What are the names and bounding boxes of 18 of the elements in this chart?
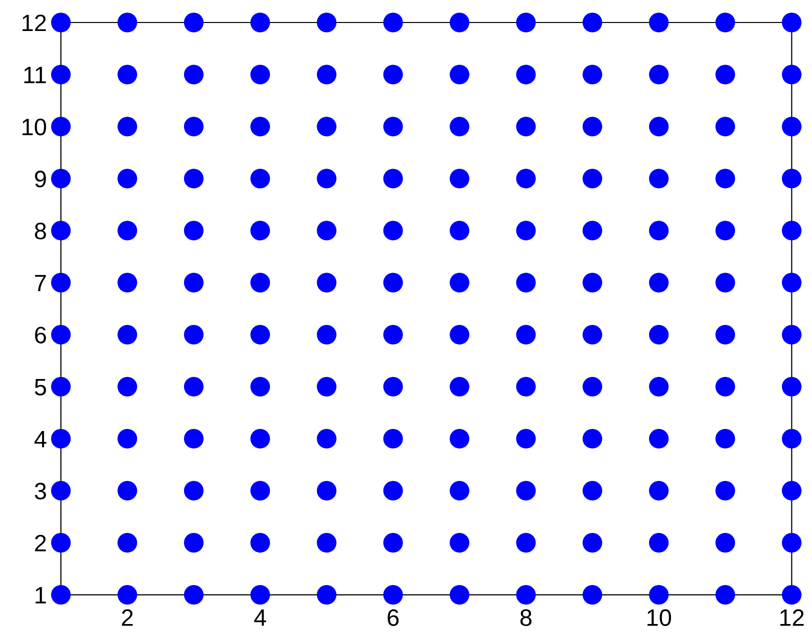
x-tick-label: 8 [520,609,532,626]
y-tick-label: 3 [34,482,46,500]
y-tick-label: 9 [34,170,46,188]
y-tick-label: 2 [35,534,46,552]
y-tick-label: 12 [22,14,46,32]
y-tick-label: 7 [35,274,46,292]
x-tick-label: 4 [254,610,266,626]
y-tick-label: 5 [34,378,46,396]
y-tick-label: 10 [22,118,46,136]
y-tick-label: 8 [34,222,46,240]
x-tick-label: 6 [388,609,399,626]
y-tick-label: 4 [34,431,46,448]
x-tick-label: 2 [122,609,133,626]
y-tick-label: 11 [24,66,46,84]
y-tick-label: 1 [36,587,46,604]
x-tick-label: 10 [648,609,672,626]
x-tick-label: 12 [780,609,804,626]
y-tick-label: 6 [35,326,46,344]
